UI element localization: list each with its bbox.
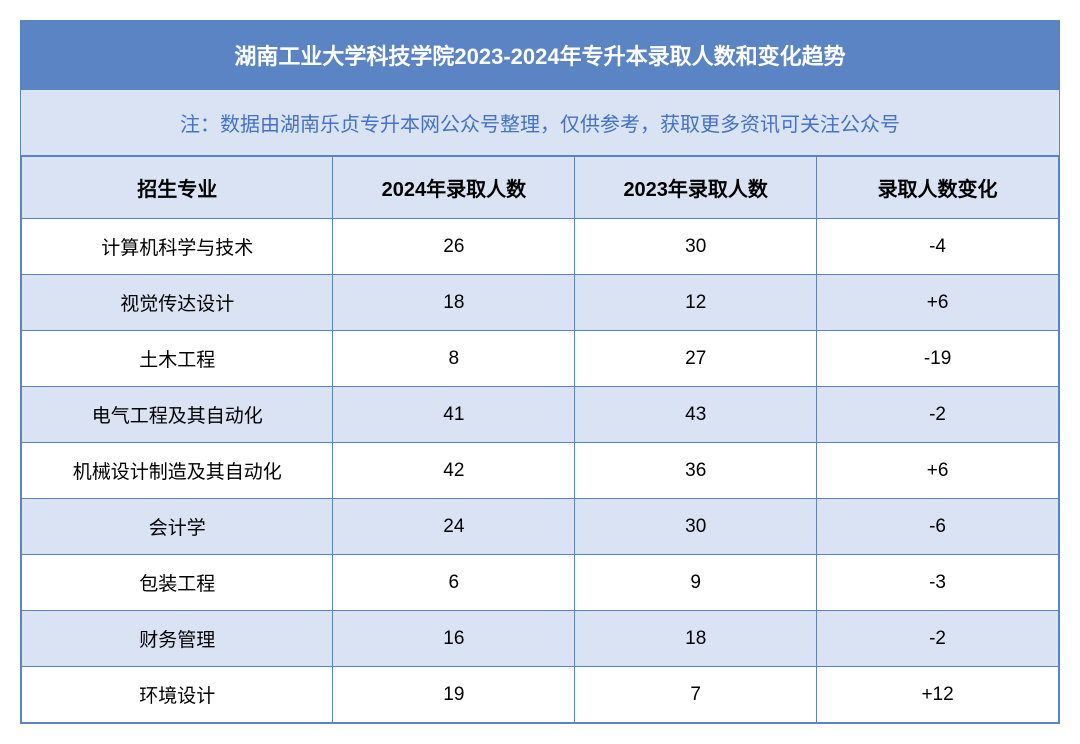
table-row: 视觉传达设计 18 12 +6 xyxy=(22,275,1059,331)
table-title: 湖南工业大学科技学院2023-2024年专升本录取人数和变化趋势 xyxy=(21,21,1059,90)
table-row: 会计学 24 30 -6 xyxy=(22,499,1059,555)
cell-count2023: 12 xyxy=(575,275,817,331)
cell-count2024: 6 xyxy=(333,555,575,611)
cell-change: +6 xyxy=(817,275,1059,331)
cell-change: -6 xyxy=(817,499,1059,555)
cell-major: 电气工程及其自动化 xyxy=(22,387,333,443)
cell-count2024: 8 xyxy=(333,331,575,387)
table-row: 环境设计 19 7 +12 xyxy=(22,667,1059,723)
cell-change: +6 xyxy=(817,443,1059,499)
table-row: 土木工程 8 27 -19 xyxy=(22,331,1059,387)
cell-change: -4 xyxy=(817,219,1059,275)
cell-count2024: 26 xyxy=(333,219,575,275)
table-row: 电气工程及其自动化 41 43 -2 xyxy=(22,387,1059,443)
table-row: 计算机科学与技术 26 30 -4 xyxy=(22,219,1059,275)
cell-count2023: 7 xyxy=(575,667,817,723)
header-change: 录取人数变化 xyxy=(817,157,1059,219)
cell-count2023: 43 xyxy=(575,387,817,443)
header-count2024: 2024年录取人数 xyxy=(333,157,575,219)
admission-table-container: 湖南工业大学科技学院2023-2024年专升本录取人数和变化趋势 注：数据由湖南… xyxy=(20,20,1060,724)
cell-change: -19 xyxy=(817,331,1059,387)
cell-change: +12 xyxy=(817,667,1059,723)
cell-count2024: 18 xyxy=(333,275,575,331)
cell-count2024: 41 xyxy=(333,387,575,443)
cell-major: 包装工程 xyxy=(22,555,333,611)
cell-count2023: 30 xyxy=(575,219,817,275)
header-count2023: 2023年录取人数 xyxy=(575,157,817,219)
cell-count2023: 9 xyxy=(575,555,817,611)
cell-change: -2 xyxy=(817,611,1059,667)
admission-table: 招生专业 2024年录取人数 2023年录取人数 录取人数变化 计算机科学与技术… xyxy=(21,156,1059,723)
cell-count2024: 24 xyxy=(333,499,575,555)
table-body: 计算机科学与技术 26 30 -4 视觉传达设计 18 12 +6 土木工程 8… xyxy=(22,219,1059,723)
cell-count2023: 27 xyxy=(575,331,817,387)
table-row: 财务管理 16 18 -2 xyxy=(22,611,1059,667)
cell-change: -3 xyxy=(817,555,1059,611)
cell-major: 环境设计 xyxy=(22,667,333,723)
header-major: 招生专业 xyxy=(22,157,333,219)
table-row: 包装工程 6 9 -3 xyxy=(22,555,1059,611)
cell-major: 视觉传达设计 xyxy=(22,275,333,331)
cell-major: 机械设计制造及其自动化 xyxy=(22,443,333,499)
table-note: 注：数据由湖南乐贞专升本网公众号整理，仅供参考，获取更多资讯可关注公众号 xyxy=(21,90,1059,156)
table-row: 机械设计制造及其自动化 42 36 +6 xyxy=(22,443,1059,499)
cell-major: 土木工程 xyxy=(22,331,333,387)
cell-count2024: 16 xyxy=(333,611,575,667)
cell-change: -2 xyxy=(817,387,1059,443)
cell-count2023: 30 xyxy=(575,499,817,555)
cell-major: 计算机科学与技术 xyxy=(22,219,333,275)
cell-major: 会计学 xyxy=(22,499,333,555)
header-row: 招生专业 2024年录取人数 2023年录取人数 录取人数变化 xyxy=(22,157,1059,219)
cell-count2023: 18 xyxy=(575,611,817,667)
cell-count2024: 19 xyxy=(333,667,575,723)
cell-major: 财务管理 xyxy=(22,611,333,667)
cell-count2023: 36 xyxy=(575,443,817,499)
cell-count2024: 42 xyxy=(333,443,575,499)
